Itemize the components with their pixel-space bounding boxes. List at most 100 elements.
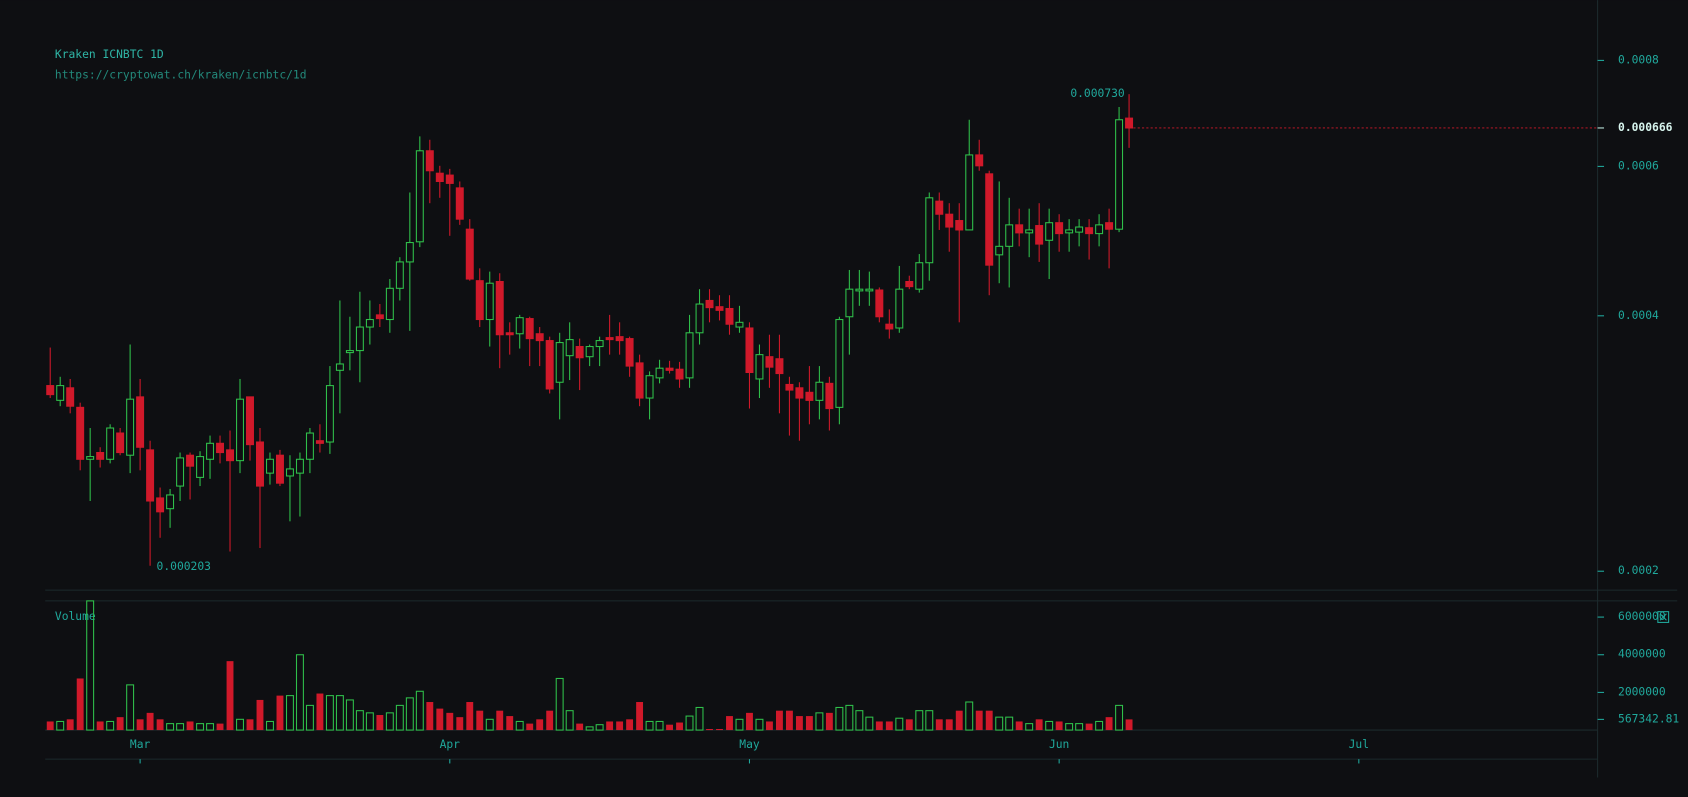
candle-body <box>106 427 115 460</box>
candle-body <box>875 289 884 318</box>
candle-body <box>505 332 514 336</box>
volume-bar <box>825 712 833 731</box>
candle-body <box>176 457 185 487</box>
volume-bar <box>246 719 254 731</box>
candle-body <box>605 337 614 341</box>
volume-bar <box>355 710 364 731</box>
candle-body <box>925 197 934 264</box>
volume-bar <box>126 684 135 731</box>
candle-body <box>815 381 824 401</box>
volume-bar <box>766 721 773 731</box>
volume-bar <box>166 723 175 731</box>
volume-tick-label: 2000000 <box>1618 685 1666 698</box>
volume-bar <box>136 719 144 731</box>
icon-cross <box>1659 613 1667 621</box>
x-tick-label: May <box>739 738 760 751</box>
candle-body <box>805 391 814 401</box>
candle-body <box>415 150 424 243</box>
volume-bar <box>415 690 424 731</box>
volume-bar <box>1025 723 1034 731</box>
volume-bar <box>146 712 154 731</box>
volume-bar <box>405 697 414 731</box>
candle-body <box>1055 222 1064 235</box>
candle-body <box>775 358 784 375</box>
candle-body <box>265 458 274 474</box>
volume-bar <box>156 719 164 731</box>
candle-body <box>405 242 414 263</box>
volume-bar <box>536 719 544 731</box>
x-tick-label: Jun <box>1049 738 1069 751</box>
candle-body <box>475 280 484 321</box>
close-icon[interactable] <box>1657 611 1670 623</box>
y-tick-label: 0.0002 <box>1618 564 1659 577</box>
candle-body <box>885 323 894 330</box>
volume-bar <box>985 710 993 731</box>
candle-body <box>995 245 1004 256</box>
volume-bar <box>226 661 234 731</box>
candle-body <box>1065 229 1074 234</box>
volume-bar <box>76 678 84 731</box>
volume-bar <box>1015 721 1023 731</box>
candle-body <box>136 396 145 448</box>
candle-body <box>905 280 914 288</box>
candle-body <box>835 318 844 408</box>
max-label: 0.000730 <box>1070 87 1125 100</box>
volume-bar <box>885 721 893 731</box>
volume-bar <box>526 723 534 731</box>
candle-body <box>236 398 244 462</box>
volume-bar <box>595 724 604 731</box>
volume-bar <box>256 699 264 731</box>
volume-bar <box>1005 716 1014 731</box>
x-tick-label: Mar <box>130 738 151 751</box>
volume-bar <box>805 716 813 731</box>
volume-bar <box>855 710 864 731</box>
candle-body <box>685 332 694 379</box>
volume-bar <box>585 726 594 731</box>
candle-body <box>955 220 964 231</box>
volume-bar <box>46 721 54 731</box>
candle-body <box>435 172 444 182</box>
volume-bar <box>845 704 854 731</box>
candle-body <box>675 368 684 380</box>
volume-bar <box>1095 720 1104 731</box>
candle-body <box>755 354 764 380</box>
volume-bar <box>875 721 883 731</box>
volume-bar <box>576 723 584 731</box>
volume-bar <box>1115 704 1124 731</box>
x-tick-label: Apr <box>440 738 461 751</box>
candle-body <box>585 346 594 358</box>
volume-bar <box>1065 723 1074 731</box>
candle-body <box>196 456 205 478</box>
volume-bar <box>935 719 943 731</box>
volume-bar <box>485 718 494 731</box>
volume-bar <box>676 722 683 731</box>
volume-bar <box>606 721 614 731</box>
candle-body <box>625 338 634 367</box>
volume-bar <box>735 718 744 731</box>
volume-bar <box>116 717 124 731</box>
last-price-label: 0.000666 <box>1618 121 1673 134</box>
volume-bar <box>666 724 673 731</box>
candle-body <box>635 362 644 399</box>
candle-body <box>355 326 364 352</box>
volume-bar <box>106 720 115 731</box>
volume-bar <box>795 716 803 731</box>
volume-bar <box>316 693 324 731</box>
volume-bar <box>965 701 974 731</box>
volume-bar <box>685 715 694 731</box>
candle-body <box>305 432 314 460</box>
volume-bar <box>775 710 783 731</box>
volume-bar <box>1075 723 1084 731</box>
candle-body <box>76 406 85 460</box>
candle-body <box>545 340 554 390</box>
volume-bar <box>345 699 354 731</box>
candle-body <box>86 456 95 460</box>
volume-bar <box>236 718 244 731</box>
volume-bar <box>66 719 74 731</box>
candle-body <box>1075 226 1084 233</box>
volume-bar <box>335 695 344 731</box>
candle-body <box>495 280 504 336</box>
candle-body <box>555 342 564 383</box>
volume-bar <box>1045 720 1054 731</box>
